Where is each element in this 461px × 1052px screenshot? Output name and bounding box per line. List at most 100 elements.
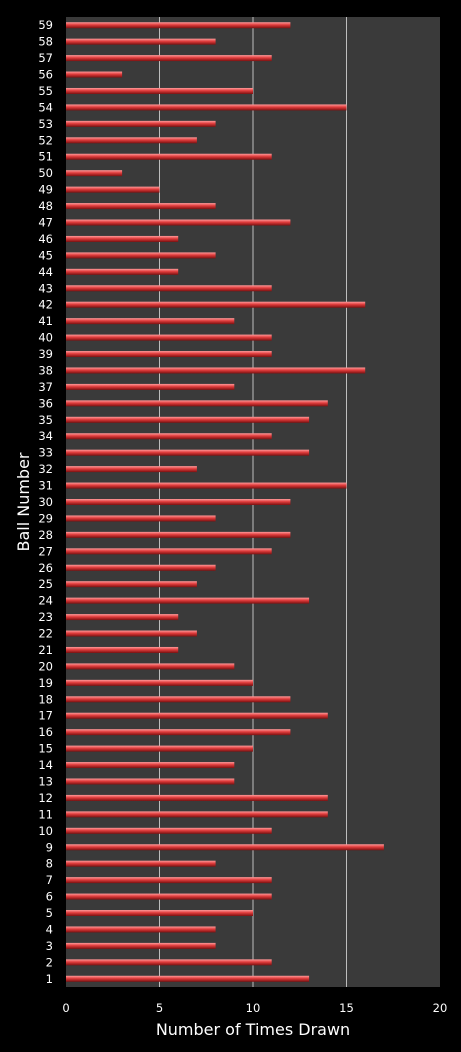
y-tick-label-29: 29 (38, 511, 53, 525)
bar-ball-34 (66, 433, 272, 440)
bar-ball-44 (66, 268, 179, 275)
bar-ball-42 (66, 301, 366, 308)
bar-ball-25 (66, 581, 197, 588)
bar-ball-18 (66, 696, 291, 703)
bar-ball-10 (66, 827, 272, 834)
y-tick-label-17: 17 (38, 709, 53, 723)
bar-ball-28 (66, 531, 291, 538)
y-tick-label-28: 28 (38, 528, 53, 542)
x-tick-label-15: 15 (339, 1001, 354, 1015)
bar-ball-7 (66, 877, 272, 884)
y-tick-label-34: 34 (38, 429, 53, 443)
y-tick-label-2: 2 (46, 955, 53, 969)
y-tick-labels: 1234567891011121314151617181920212223242… (38, 18, 53, 986)
y-tick-label-32: 32 (38, 462, 53, 476)
bar-ball-2 (66, 959, 272, 966)
y-tick-label-25: 25 (38, 577, 53, 591)
y-tick-label-56: 56 (38, 68, 53, 82)
y-axis-title: Ball Number (14, 452, 33, 551)
bar-ball-17 (66, 712, 328, 719)
y-tick-label-27: 27 (38, 544, 53, 558)
y-tick-label-48: 48 (38, 199, 53, 213)
bar-ball-4 (66, 926, 216, 933)
bar-ball-13 (66, 778, 235, 785)
y-tick-label-18: 18 (38, 692, 53, 706)
y-tick-label-58: 58 (38, 35, 53, 49)
bar-ball-39 (66, 351, 272, 358)
y-tick-label-37: 37 (38, 380, 53, 394)
bar-ball-37 (66, 383, 235, 390)
bar-ball-29 (66, 515, 216, 522)
bar-ball-47 (66, 219, 291, 226)
bar-ball-23 (66, 614, 179, 621)
bars (66, 22, 384, 982)
bar-ball-43 (66, 285, 272, 292)
x-tick-labels: 0 5 10 15 20 (62, 1001, 447, 1015)
y-tick-label-4: 4 (46, 922, 53, 936)
y-tick-label-21: 21 (38, 643, 53, 657)
bar-ball-38 (66, 367, 366, 374)
y-tick-label-24: 24 (38, 594, 53, 608)
bar-ball-12 (66, 794, 328, 801)
y-tick-label-12: 12 (38, 791, 53, 805)
bar-ball-21 (66, 646, 179, 653)
bar-ball-58 (66, 38, 216, 45)
bar-ball-40 (66, 334, 272, 341)
bar-ball-54 (66, 104, 347, 111)
y-tick-label-20: 20 (38, 659, 53, 673)
bar-ball-11 (66, 811, 328, 818)
y-tick-label-59: 59 (38, 18, 53, 32)
bar-ball-20 (66, 663, 235, 670)
bar-ball-27 (66, 548, 272, 555)
bar-ball-30 (66, 499, 291, 505)
bar-ball-46 (66, 235, 179, 242)
bar-ball-9 (66, 844, 384, 851)
bar-ball-33 (66, 449, 310, 456)
y-tick-label-19: 19 (38, 676, 53, 690)
y-tick-label-23: 23 (38, 610, 53, 624)
bar-ball-31 (66, 482, 347, 489)
y-tick-label-52: 52 (38, 133, 53, 147)
bar-ball-51 (66, 153, 272, 160)
y-tick-label-3: 3 (46, 939, 53, 953)
y-tick-label-54: 54 (38, 100, 53, 114)
y-tick-label-7: 7 (46, 873, 53, 887)
bar-ball-24 (66, 597, 310, 604)
bar-ball-16 (66, 729, 291, 736)
bar-ball-49 (66, 186, 160, 193)
y-tick-label-14: 14 (38, 758, 53, 772)
bar-ball-52 (66, 137, 197, 144)
bar-ball-14 (66, 762, 235, 769)
y-tick-label-11: 11 (38, 807, 53, 821)
y-tick-label-33: 33 (38, 446, 53, 460)
bar-ball-55 (66, 87, 253, 94)
y-tick-label-51: 51 (38, 150, 53, 164)
bar-ball-6 (66, 893, 272, 900)
y-tick-label-16: 16 (38, 725, 53, 739)
bar-ball-19 (66, 679, 253, 686)
x-tick-label-10: 10 (246, 1001, 261, 1015)
bar-ball-22 (66, 630, 197, 637)
x-tick-label-20: 20 (433, 1001, 448, 1015)
y-tick-label-50: 50 (38, 166, 53, 180)
bar-ball-48 (66, 203, 216, 210)
bar-ball-3 (66, 942, 216, 949)
y-tick-label-10: 10 (38, 824, 53, 838)
y-tick-label-38: 38 (38, 363, 53, 377)
bar-ball-26 (66, 564, 216, 571)
y-tick-label-46: 46 (38, 232, 53, 246)
y-tick-label-55: 55 (38, 84, 53, 98)
y-tick-label-5: 5 (46, 906, 53, 920)
y-tick-label-45: 45 (38, 248, 53, 262)
y-tick-label-39: 39 (38, 347, 53, 361)
x-tick-label-5: 5 (156, 1001, 163, 1015)
x-tick-label-0: 0 (62, 1001, 69, 1015)
bar-ball-1 (66, 975, 310, 982)
y-tick-label-31: 31 (38, 479, 53, 493)
y-tick-label-13: 13 (38, 774, 53, 788)
y-tick-label-44: 44 (38, 265, 53, 279)
bar-ball-56 (66, 71, 123, 78)
bar-ball-15 (66, 745, 253, 752)
bar-ball-41 (66, 318, 235, 325)
